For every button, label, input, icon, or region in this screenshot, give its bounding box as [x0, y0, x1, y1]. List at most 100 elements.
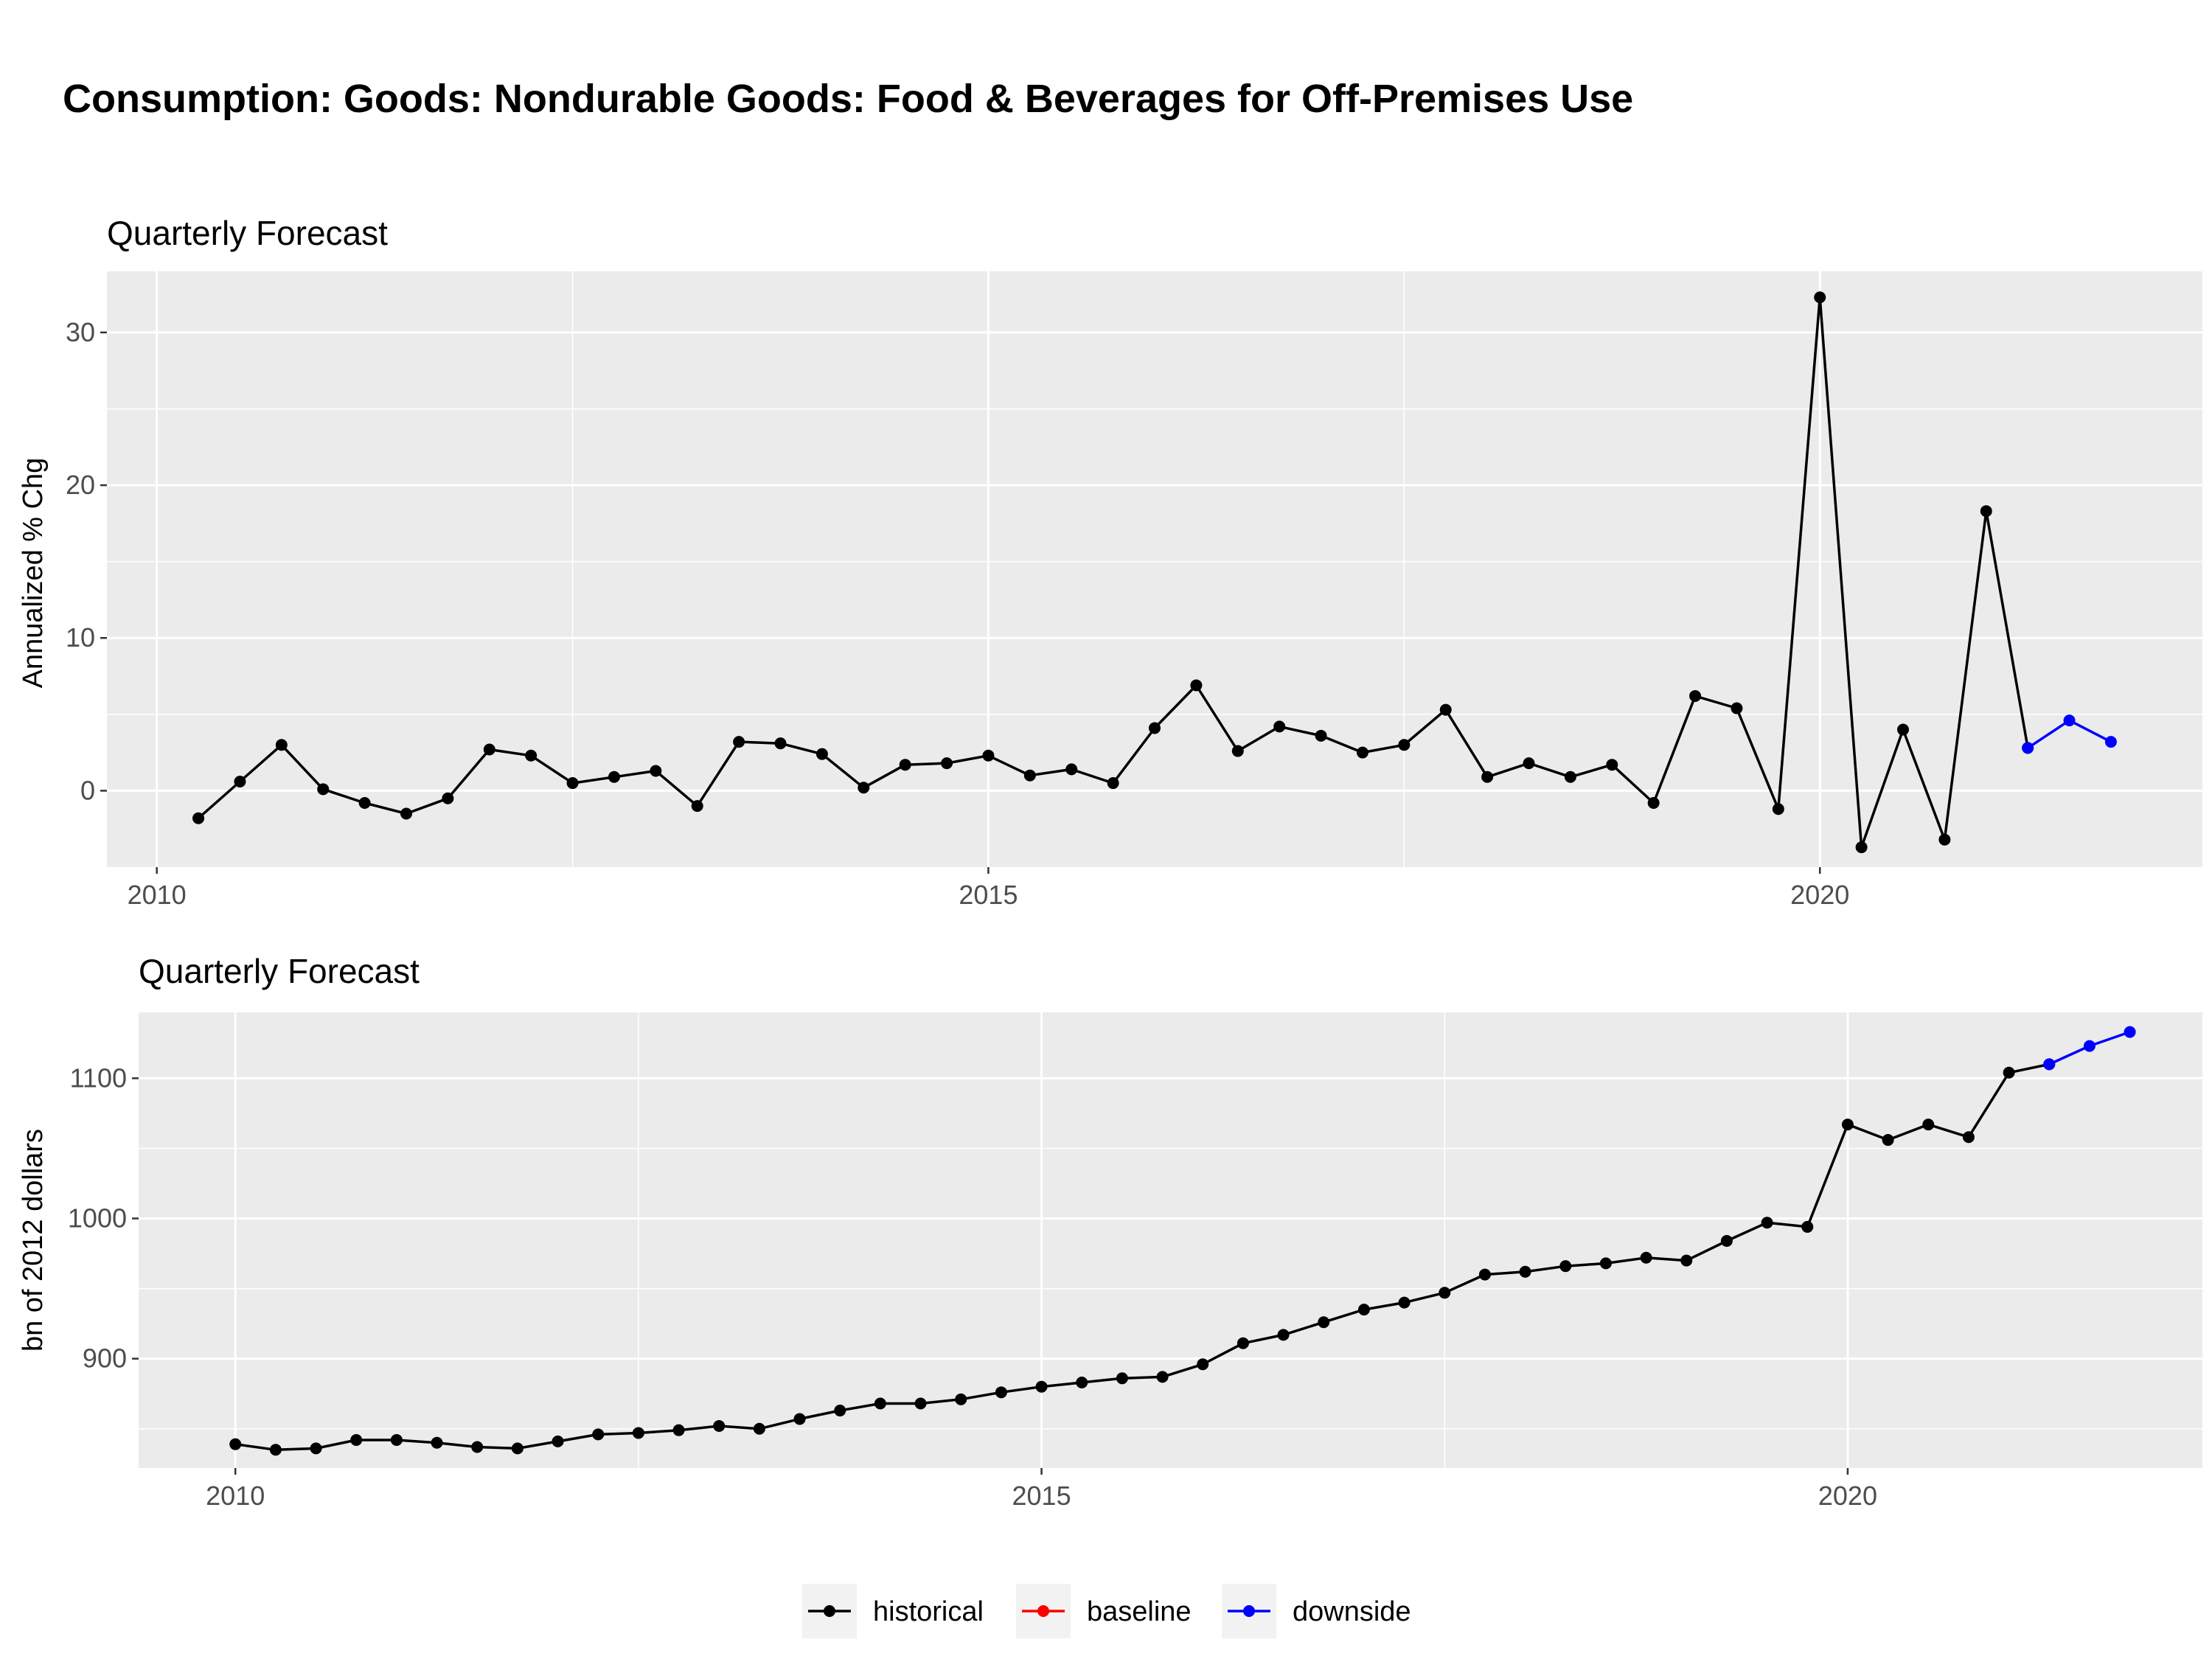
- data-point-historical: [317, 783, 330, 796]
- data-point-historical: [269, 1444, 282, 1456]
- data-point-historical: [1772, 803, 1784, 815]
- data-point-historical: [1398, 1296, 1411, 1309]
- data-point-historical: [511, 1442, 524, 1455]
- data-point-downside: [2104, 736, 2117, 748]
- data-point-historical: [1564, 771, 1576, 783]
- data-point-historical: [566, 777, 579, 790]
- data-point-historical: [1318, 1316, 1330, 1329]
- data-point-historical: [1398, 739, 1411, 751]
- data-point-historical: [815, 748, 828, 760]
- data-point-historical: [1439, 703, 1452, 716]
- data-point-historical: [1065, 763, 1078, 776]
- data-point-downside: [2043, 1058, 2056, 1071]
- data-point-downside: [2063, 714, 2076, 727]
- data-point-historical: [632, 1427, 644, 1439]
- data-point-historical: [400, 807, 412, 820]
- data-point-historical: [1606, 759, 1618, 771]
- data-point-historical: [1897, 723, 1909, 736]
- data-point-historical: [1647, 796, 1660, 809]
- y-tick-label: 900: [83, 1343, 127, 1374]
- data-point-historical: [1156, 1371, 1169, 1383]
- data-point-historical: [650, 765, 662, 777]
- y-tick-label: 30: [66, 317, 95, 347]
- data-point-historical: [1116, 1372, 1128, 1385]
- data-point-historical: [1855, 841, 1868, 854]
- legend: historical baseline downside: [802, 1584, 1411, 1638]
- x-tick-label: 2010: [128, 880, 187, 910]
- x-tick-label: 2020: [1790, 880, 1849, 910]
- panel-1-x-tick-labels: 2010 2015 2020: [128, 867, 1849, 910]
- data-point-historical: [1523, 757, 1535, 770]
- panel-real-level: Quarterly Forecast 900 1000 1100 2010 2015 2…: [18, 952, 2202, 1511]
- data-point-historical: [2003, 1066, 2015, 1079]
- panel-1-plot-background: [107, 271, 2202, 867]
- panel-1-y-tick-labels: 0 10 20 30: [66, 317, 107, 805]
- panel-1-y-axis-title: Annualized % Chg: [18, 458, 49, 689]
- data-point-historical: [471, 1441, 484, 1453]
- data-point-historical: [608, 771, 620, 783]
- data-point-historical: [713, 1419, 726, 1432]
- data-point-historical: [525, 749, 538, 762]
- data-point-historical: [442, 792, 454, 804]
- data-point-historical: [774, 737, 787, 750]
- legend-label-downside: downside: [1293, 1596, 1411, 1627]
- data-point-downside: [2022, 742, 2034, 754]
- data-point-historical: [1938, 833, 1951, 846]
- y-tick-label: 1000: [68, 1203, 127, 1234]
- data-point-historical: [310, 1442, 322, 1455]
- data-point-historical: [1277, 1329, 1290, 1341]
- data-point-historical: [1761, 1217, 1773, 1229]
- data-point-historical: [1559, 1260, 1572, 1273]
- data-point-historical: [874, 1397, 886, 1410]
- legend-key-point: [1243, 1605, 1255, 1617]
- x-tick-label: 2010: [206, 1481, 265, 1511]
- data-point-historical: [1980, 505, 1992, 518]
- panel-2-x-tick-labels: 2010 2015 2020: [206, 1468, 1877, 1511]
- data-point-historical: [234, 775, 246, 787]
- data-point-historical: [955, 1393, 967, 1405]
- data-point-historical: [1922, 1119, 1935, 1131]
- data-point-historical: [1315, 729, 1327, 742]
- y-tick-label: 10: [66, 622, 95, 653]
- data-point-historical: [1357, 1304, 1370, 1316]
- legend-key-point: [824, 1605, 835, 1617]
- data-point-historical: [1481, 771, 1494, 783]
- data-point-historical: [1599, 1257, 1612, 1270]
- data-point-historical: [552, 1435, 564, 1447]
- data-point-downside: [2083, 1040, 2096, 1052]
- data-point-historical: [1190, 679, 1203, 692]
- data-point-historical: [982, 749, 995, 762]
- data-point-historical: [1882, 1134, 1894, 1147]
- data-point-historical: [1035, 1380, 1048, 1393]
- data-point-historical: [1841, 1119, 1854, 1131]
- panel-2-gridlines: [139, 1012, 2202, 1468]
- data-point-historical: [358, 796, 371, 809]
- data-point-historical: [1273, 720, 1286, 733]
- data-point-historical: [941, 757, 953, 770]
- legend-label-baseline: baseline: [1087, 1596, 1192, 1627]
- data-point-historical: [1731, 702, 1743, 714]
- data-point-historical: [1478, 1268, 1491, 1281]
- panel-1-gridlines: [107, 271, 2202, 867]
- data-point-historical: [899, 759, 911, 771]
- data-point-historical: [275, 739, 288, 751]
- panel-1-subtitle: Quarterly Forecast: [107, 214, 388, 252]
- data-point-historical: [1356, 746, 1368, 759]
- data-point-historical: [1519, 1265, 1531, 1278]
- panel-2-subtitle: Quarterly Forecast: [139, 952, 420, 990]
- data-point-historical: [914, 1397, 927, 1410]
- data-point-historical: [1237, 1337, 1249, 1349]
- data-point-downside: [2124, 1026, 2136, 1038]
- data-point-historical: [1197, 1358, 1209, 1371]
- main-title: Consumption: Goods: Nondurable Goods: Fo…: [63, 77, 1633, 121]
- data-point-historical: [753, 1422, 765, 1435]
- y-tick-label: 1100: [70, 1062, 127, 1093]
- legend-label-historical: historical: [873, 1596, 984, 1627]
- data-point-historical: [431, 1436, 443, 1449]
- data-point-historical: [1680, 1254, 1693, 1267]
- data-point-historical: [834, 1405, 846, 1417]
- panel-2-y-tick-labels: 900 1000 1100: [68, 1062, 139, 1374]
- legend-key-point: [1037, 1605, 1049, 1617]
- data-point-historical: [192, 812, 205, 824]
